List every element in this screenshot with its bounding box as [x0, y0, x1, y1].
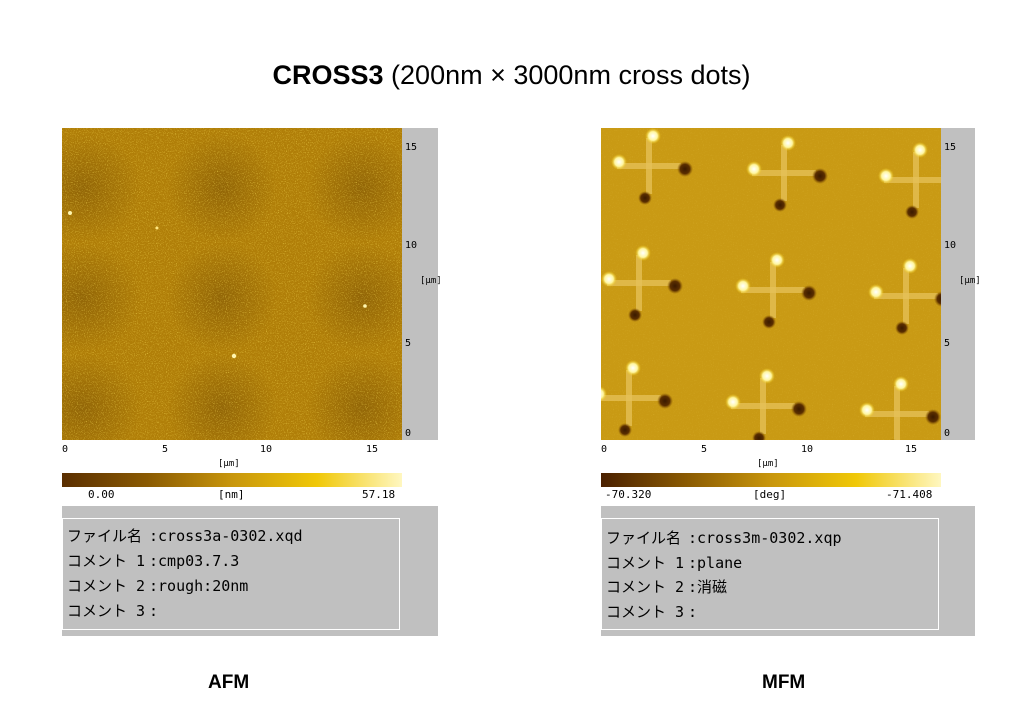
info-value: cross3m-0302.xqp — [697, 529, 842, 547]
mfm-y-unit: [μm] — [959, 276, 981, 286]
mfm-colorbar — [601, 473, 941, 487]
mfm-cross-dots — [601, 128, 941, 440]
afm-x-tick: 0 — [62, 444, 69, 455]
mfm-cross — [611, 128, 693, 205]
afm-x-tick: 10 — [260, 444, 273, 455]
mfm-image — [601, 128, 941, 440]
afm-grain — [62, 128, 402, 440]
afm-axis-margin — [402, 128, 438, 440]
mfm-x-tick: 0 — [601, 444, 608, 455]
mfm-info-row: コメント 1:plane — [606, 554, 743, 572]
mfm-x-tick: 10 — [801, 444, 814, 455]
title-rest: (200nm × 3000nm cross dots) — [383, 60, 751, 90]
mfm-colorbar-unit: [deg] — [753, 488, 787, 501]
info-value: cross3a-0302.xqd — [158, 527, 303, 545]
afm-colorbar-max: 57.18 — [362, 488, 396, 501]
afm-y-tick: 5 — [405, 338, 412, 349]
mfm-cross — [735, 252, 817, 329]
info-key: コメント 1 — [606, 554, 685, 572]
mfm-info-row: ファイル名:cross3m-0302.xqp — [606, 529, 842, 547]
afm-x-axis-bg — [62, 440, 402, 474]
mfm-y-tick: 10 — [944, 240, 957, 251]
mfm-scan-svg — [601, 128, 941, 440]
info-value: plane — [697, 554, 743, 572]
mfm-x-tick: 15 — [905, 444, 918, 455]
mfm-y-tick: 5 — [944, 338, 951, 349]
afm-x-tick: 15 — [366, 444, 379, 455]
mfm-x-unit: [μm] — [757, 459, 779, 469]
mfm-cross — [601, 360, 673, 437]
info-key: コメント 3 — [606, 603, 685, 621]
afm-colorbar-min: 0.00 — [88, 488, 115, 501]
title-bold: CROSS3 — [272, 60, 384, 90]
afm-image — [62, 128, 402, 440]
mfm-colorbar-max: -71.408 — [886, 488, 933, 501]
afm-y-tick: 10 — [405, 240, 418, 251]
afm-y-unit: [μm] — [420, 276, 442, 286]
afm-caption: AFM — [208, 672, 250, 693]
info-key: コメント 2 — [606, 578, 685, 596]
info-value: rough:20nm — [158, 577, 249, 595]
info-value: cmp03.7.3 — [158, 552, 240, 570]
info-key: コメント 1 — [67, 552, 146, 570]
slide-title: CROSS3 (200nm × 3000nm cross dots) — [0, 60, 1023, 91]
afm-y-tick: 0 — [405, 428, 412, 439]
mfm-info-box: ファイル名:cross3m-0302.xqp コメント 1:plane コメント… — [601, 518, 939, 630]
afm-info-box: ファイル名:cross3a-0302.xqd コメント 1:cmp03.7.3 … — [62, 518, 400, 630]
info-key: ファイル名 — [606, 529, 682, 547]
mfm-cross — [725, 368, 807, 440]
mfm-cross — [859, 376, 941, 440]
mfm-axis-margin — [941, 128, 975, 440]
afm-colorbar — [62, 473, 402, 487]
mfm-colorbar-min: -70.320 — [605, 488, 652, 501]
mfm-y-tick: 0 — [944, 428, 951, 439]
mfm-cross — [746, 135, 828, 212]
info-key: コメント 3 — [67, 602, 146, 620]
mfm-x-tick: 5 — [701, 444, 708, 455]
afm-info-row: ファイル名:cross3a-0302.xqd — [67, 527, 303, 545]
mfm-cross — [601, 245, 683, 322]
afm-panel: 0 5 10 15 [μm] 0 5 10 15 [μm] 0.00 [nm] … — [62, 128, 442, 636]
afm-x-unit: [μm] — [218, 459, 240, 469]
mfm-panel: 0 5 10 15 [μm] 0 5 10 15 [μm] -70.320 [d… — [601, 128, 981, 636]
afm-info-row: コメント 2:rough:20nm — [67, 577, 249, 595]
mfm-caption: MFM — [762, 672, 806, 693]
mfm-info-row: コメント 3: — [606, 603, 698, 621]
afm-y-tick: 15 — [405, 142, 418, 153]
mfm-cross — [878, 142, 941, 219]
afm-info-row: コメント 3: — [67, 602, 159, 620]
mfm-info-row: コメント 2:消磁 — [606, 578, 728, 596]
info-value: 消磁 — [697, 578, 728, 596]
afm-x-tick: 5 — [162, 444, 169, 455]
mfm-cross — [868, 258, 941, 335]
afm-info-row: コメント 1:cmp03.7.3 — [67, 552, 240, 570]
afm-scan-svg — [62, 128, 402, 440]
afm-colorbar-unit: [nm] — [218, 488, 245, 501]
info-key: コメント 2 — [67, 577, 146, 595]
mfm-y-tick: 15 — [944, 142, 957, 153]
info-key: ファイル名 — [67, 527, 143, 545]
